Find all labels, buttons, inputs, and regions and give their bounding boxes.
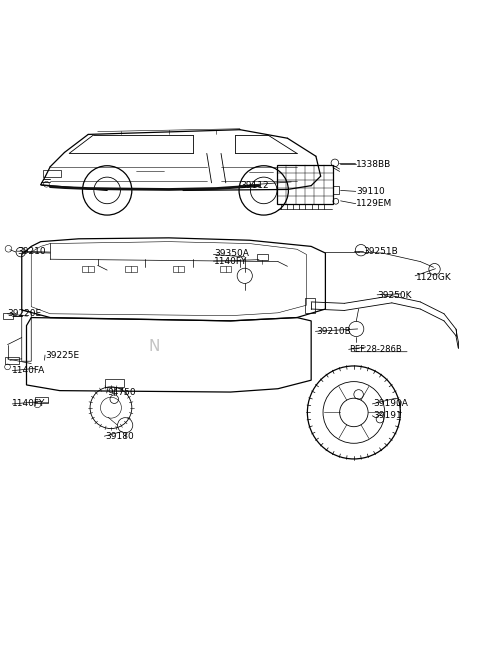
Bar [257, 255, 268, 260]
Text: 1140FY: 1140FY [12, 400, 46, 409]
Text: 1129EM: 1129EM [356, 199, 393, 208]
Text: 39250K: 39250K [378, 291, 412, 300]
Text: 39225E: 39225E [46, 350, 80, 359]
Text: 39350A: 39350A [214, 249, 249, 258]
Text: N: N [149, 338, 160, 354]
Text: 1140FA: 1140FA [12, 366, 46, 375]
Bar [277, 165, 333, 204]
Text: 39110: 39110 [356, 187, 385, 196]
Bar [333, 186, 339, 194]
Text: 1140FY: 1140FY [214, 256, 247, 266]
Text: 39112: 39112 [240, 181, 269, 190]
Bar [5, 357, 19, 363]
Text: 1120GK: 1120GK [416, 273, 451, 281]
Text: 39210: 39210 [17, 247, 46, 256]
Text: 39210B: 39210B [316, 327, 351, 336]
Bar [305, 298, 315, 313]
Bar [43, 171, 61, 177]
Bar [3, 313, 13, 319]
Text: 39190A: 39190A [373, 400, 408, 409]
Text: 94750: 94750 [107, 388, 136, 398]
Text: 1338BB: 1338BB [356, 160, 392, 169]
Text: 39191: 39191 [373, 411, 402, 420]
Bar [83, 266, 94, 272]
Bar [105, 379, 124, 387]
Text: 39220E: 39220E [8, 309, 42, 318]
Bar [35, 398, 48, 403]
Text: 39180: 39180 [105, 432, 133, 441]
Bar [220, 266, 231, 272]
Text: 39251B: 39251B [363, 247, 398, 256]
Bar [125, 266, 137, 272]
Bar [173, 266, 184, 272]
Text: REF.28-286B: REF.28-286B [349, 345, 402, 354]
